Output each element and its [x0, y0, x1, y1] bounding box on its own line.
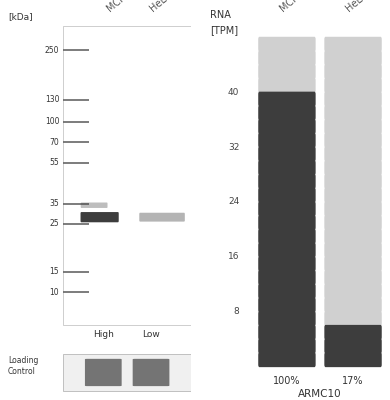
- FancyBboxPatch shape: [324, 50, 382, 65]
- Text: 24: 24: [228, 198, 239, 206]
- FancyBboxPatch shape: [258, 339, 316, 354]
- Text: RNA: RNA: [210, 10, 230, 20]
- Text: High: High: [93, 330, 114, 339]
- FancyBboxPatch shape: [258, 325, 316, 340]
- Text: HeLa: HeLa: [147, 0, 173, 13]
- FancyBboxPatch shape: [258, 229, 316, 244]
- Text: [TPM]: [TPM]: [210, 26, 238, 36]
- Text: Low: Low: [142, 330, 160, 339]
- FancyBboxPatch shape: [133, 359, 169, 386]
- FancyBboxPatch shape: [258, 160, 316, 175]
- Text: MCF-7: MCF-7: [278, 0, 308, 14]
- FancyBboxPatch shape: [324, 146, 382, 161]
- FancyBboxPatch shape: [258, 284, 316, 298]
- FancyBboxPatch shape: [324, 242, 382, 257]
- Bar: [63, 354, 191, 391]
- FancyBboxPatch shape: [258, 37, 316, 52]
- FancyBboxPatch shape: [324, 37, 382, 52]
- Text: 250: 250: [45, 46, 59, 54]
- FancyBboxPatch shape: [324, 92, 382, 106]
- FancyBboxPatch shape: [139, 213, 185, 222]
- FancyBboxPatch shape: [258, 78, 316, 93]
- Text: Loading
Control: Loading Control: [8, 356, 38, 376]
- Text: [kDa]: [kDa]: [8, 12, 32, 22]
- FancyBboxPatch shape: [324, 229, 382, 244]
- FancyBboxPatch shape: [324, 188, 382, 202]
- FancyBboxPatch shape: [324, 270, 382, 285]
- Text: 100%: 100%: [273, 376, 301, 386]
- FancyBboxPatch shape: [324, 311, 382, 326]
- FancyBboxPatch shape: [324, 256, 382, 271]
- FancyBboxPatch shape: [258, 188, 316, 202]
- FancyBboxPatch shape: [324, 284, 382, 298]
- Text: HeLa: HeLa: [344, 0, 369, 14]
- Text: 32: 32: [228, 142, 239, 152]
- FancyBboxPatch shape: [324, 160, 382, 175]
- Text: 70: 70: [50, 138, 59, 147]
- FancyBboxPatch shape: [258, 215, 316, 230]
- FancyBboxPatch shape: [324, 202, 382, 216]
- Text: 16: 16: [228, 252, 239, 261]
- FancyBboxPatch shape: [324, 64, 382, 79]
- FancyBboxPatch shape: [258, 92, 316, 106]
- Text: 130: 130: [45, 95, 59, 104]
- FancyBboxPatch shape: [80, 212, 119, 222]
- FancyBboxPatch shape: [258, 105, 316, 120]
- FancyBboxPatch shape: [258, 146, 316, 161]
- Text: 8: 8: [234, 307, 239, 316]
- FancyBboxPatch shape: [324, 298, 382, 312]
- Text: ARMC10: ARMC10: [298, 389, 342, 399]
- Text: 17%: 17%: [342, 376, 364, 386]
- Text: 100: 100: [45, 117, 59, 126]
- FancyBboxPatch shape: [258, 270, 316, 285]
- FancyBboxPatch shape: [258, 119, 316, 134]
- FancyBboxPatch shape: [324, 78, 382, 93]
- FancyBboxPatch shape: [85, 359, 122, 386]
- FancyBboxPatch shape: [258, 298, 316, 312]
- FancyBboxPatch shape: [324, 352, 382, 367]
- FancyBboxPatch shape: [258, 133, 316, 148]
- FancyBboxPatch shape: [324, 215, 382, 230]
- FancyBboxPatch shape: [324, 174, 382, 189]
- Text: 15: 15: [50, 267, 59, 276]
- FancyBboxPatch shape: [324, 133, 382, 148]
- FancyBboxPatch shape: [324, 119, 382, 134]
- FancyBboxPatch shape: [258, 352, 316, 367]
- Text: 40: 40: [228, 88, 239, 97]
- FancyBboxPatch shape: [258, 311, 316, 326]
- FancyBboxPatch shape: [258, 242, 316, 257]
- FancyBboxPatch shape: [258, 202, 316, 216]
- FancyBboxPatch shape: [258, 174, 316, 189]
- Text: 25: 25: [50, 220, 59, 228]
- FancyBboxPatch shape: [258, 256, 316, 271]
- Text: MCF-7: MCF-7: [105, 0, 135, 13]
- FancyBboxPatch shape: [81, 202, 108, 208]
- FancyBboxPatch shape: [324, 105, 382, 120]
- FancyBboxPatch shape: [324, 325, 382, 340]
- Bar: [63, 26, 191, 325]
- FancyBboxPatch shape: [258, 50, 316, 65]
- Text: 35: 35: [50, 199, 59, 208]
- FancyBboxPatch shape: [324, 339, 382, 354]
- Text: 10: 10: [50, 288, 59, 297]
- Text: 55: 55: [50, 158, 59, 167]
- FancyBboxPatch shape: [258, 64, 316, 79]
